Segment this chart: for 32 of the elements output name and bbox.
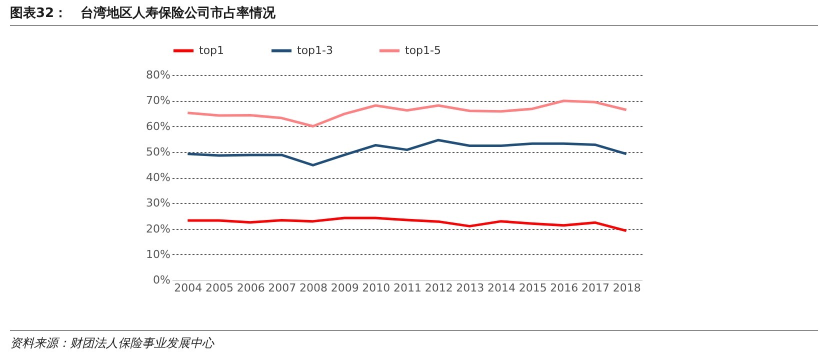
y-tick-label: 20% [146,222,170,236]
x-tick-label: 2018 [612,282,641,294]
y-tick-label: 30% [146,196,170,210]
legend-label: top1 [199,44,224,57]
y-tick-label: 80% [146,68,170,82]
x-tick-label: 2016 [550,282,578,294]
x-tick-label: 2009 [330,282,359,294]
y-tick-label: 60% [146,120,170,133]
legend-label: top1-3 [297,44,333,57]
x-tick-label: 2011 [394,282,422,294]
line-series [186,100,628,128]
x-tick-label: 2015 [518,282,547,294]
x-tick-label: 2006 [236,282,265,294]
x-tick-label: 2017 [582,282,610,294]
x-tick-label: 2008 [300,282,328,294]
x-tick-label: 2007 [268,282,296,294]
y-tick-label: 50% [146,145,170,158]
legend-label: top1-5 [405,44,441,57]
x-tick-label: 2014 [488,282,516,294]
x-tick-label: 2004 [174,282,202,294]
y-tick-label: 10% [146,248,170,261]
line-series [186,216,628,232]
line-series [186,138,628,166]
x-tick-label: 2005 [206,282,234,294]
x-tick-label: 2010 [362,282,390,294]
x-tick-label: 2012 [424,282,453,294]
y-tick-label: 0% [153,274,170,286]
y-tick-label: 70% [146,94,170,108]
x-tick-label: 2013 [456,282,484,294]
chart-title: 图表32： 台湾地区人寿保险公司市占率情况 [10,4,818,26]
text: 资料来源：财团法人保险事业发展中心 [10,330,818,352]
y-tick-label: 40% [146,171,170,184]
